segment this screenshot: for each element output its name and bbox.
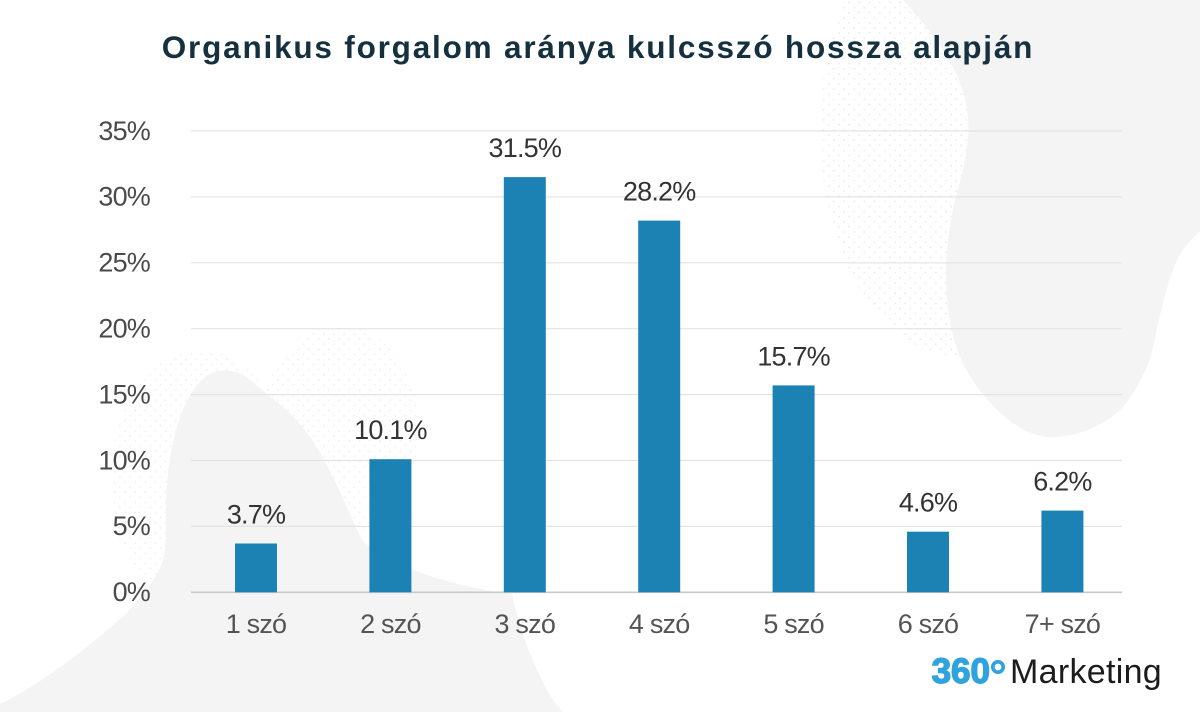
svg-text:20%: 20% xyxy=(98,314,150,344)
svg-text:4.6%: 4.6% xyxy=(899,488,958,518)
svg-text:10%: 10% xyxy=(98,445,150,475)
svg-text:6.2%: 6.2% xyxy=(1033,467,1092,497)
svg-text:7+ szó: 7+ szó xyxy=(1025,609,1101,639)
svg-text:6 szó: 6 szó xyxy=(898,609,959,639)
svg-text:Organikus forgalom aránya kulc: Organikus forgalom aránya kulcsszó hossz… xyxy=(162,29,1034,65)
svg-text:25%: 25% xyxy=(98,248,150,278)
svg-text:35%: 35% xyxy=(98,116,150,146)
svg-text:Marketing: Marketing xyxy=(1010,653,1162,691)
svg-text:1 szó: 1 szó xyxy=(226,609,287,639)
svg-text:5 szó: 5 szó xyxy=(763,609,824,639)
svg-text:2 szó: 2 szó xyxy=(360,609,421,639)
svg-text:3.7%: 3.7% xyxy=(227,500,286,530)
svg-text:360: 360 xyxy=(932,652,990,691)
svg-text:30%: 30% xyxy=(98,182,150,212)
svg-text:28.2%: 28.2% xyxy=(623,177,696,207)
svg-text:31.5%: 31.5% xyxy=(489,133,562,163)
svg-text:0%: 0% xyxy=(113,577,151,607)
svg-text:15.7%: 15.7% xyxy=(757,341,830,371)
svg-text:5%: 5% xyxy=(113,511,151,541)
svg-text:3 szó: 3 szó xyxy=(495,609,556,639)
svg-text:10.1%: 10.1% xyxy=(354,415,427,445)
svg-text:4 szó: 4 szó xyxy=(629,609,690,639)
svg-text:15%: 15% xyxy=(98,379,150,409)
